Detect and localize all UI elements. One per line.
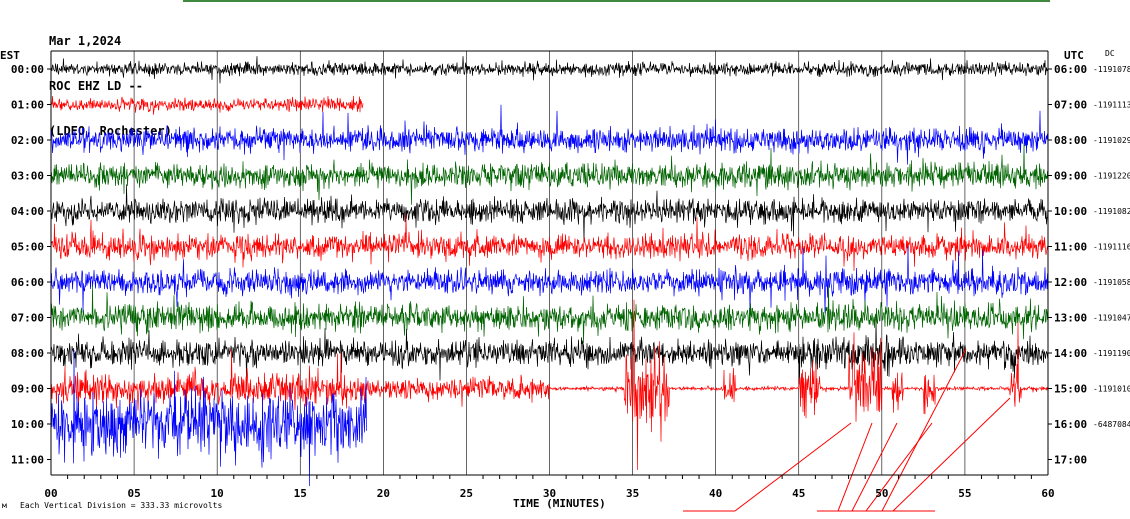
- x-tick-label: 35: [626, 487, 639, 500]
- est-hour-label: 04:00: [11, 205, 44, 218]
- est-hour-label: 06:00: [11, 276, 44, 289]
- dc-offset-label: -1191190: [1093, 349, 1130, 358]
- dc-offset-label: -1191029: [1093, 136, 1130, 145]
- trace-line: [50, 56, 1049, 84]
- dc-offset-label: -1191082: [1093, 207, 1130, 216]
- est-hour-label: 11:00: [11, 454, 44, 467]
- utc-hour-label: 12:00: [1054, 276, 1087, 289]
- est-hour-label: 10:00: [11, 418, 44, 431]
- x-tick-label: 15: [294, 487, 307, 500]
- x-tick-label: 05: [127, 487, 140, 500]
- utc-hour-label: 09:00: [1054, 170, 1087, 183]
- x-tick-label: 25: [460, 487, 473, 500]
- trace-line: [50, 349, 367, 487]
- grid: [133, 51, 966, 475]
- est-hour-label: 03:00: [11, 170, 44, 183]
- dc-offset-label: -1191047: [1093, 314, 1130, 323]
- trace-line: [50, 299, 1049, 471]
- scale-mark: м: [2, 501, 7, 510]
- x-tick-label: 50: [875, 487, 888, 500]
- event-marker-line: [892, 397, 1011, 512]
- dc-offset-label: -1191116: [1093, 243, 1130, 252]
- x-tick-label: 00: [44, 487, 57, 500]
- trace-line: [50, 318, 1049, 384]
- utc-hour-label: 16:00: [1054, 418, 1087, 431]
- est-hour-label: 07:00: [11, 312, 44, 325]
- x-tick-label: 55: [958, 487, 971, 500]
- header-station: ROC EHZ LD --: [49, 79, 143, 93]
- dc-offset-label: -1191010: [1093, 385, 1130, 394]
- dc-offset-label: -6487084: [1093, 420, 1130, 429]
- utc-hour-label: 08:00: [1054, 134, 1087, 147]
- dc-offset-label: -1191058: [1093, 278, 1130, 287]
- x-tick-label: 10: [211, 487, 224, 500]
- utc-hour-label: 11:00: [1054, 241, 1087, 254]
- dc-label: DC: [1105, 49, 1115, 58]
- dc-offset-label: -1191113: [1093, 101, 1130, 110]
- est-hour-label: 00:00: [11, 63, 44, 76]
- utc-hour-label: 17:00: [1054, 454, 1087, 467]
- dc-offset-label: -1191220: [1093, 172, 1130, 181]
- event-marker-line: [837, 422, 873, 512]
- traces: [50, 56, 1049, 487]
- trace-line: [50, 142, 1049, 205]
- est-hour-label: 05:00: [11, 241, 44, 254]
- utc-hour-label: 07:00: [1054, 99, 1087, 112]
- est-label: EST: [0, 49, 20, 62]
- x-tick-label: 60: [1041, 487, 1054, 500]
- utc-hour-label: 10:00: [1054, 205, 1087, 218]
- utc-hour-label: 15:00: [1054, 383, 1087, 396]
- est-hour-label: 02:00: [11, 134, 44, 147]
- x-tick-label: 40: [709, 487, 722, 500]
- event-marker-line: [881, 348, 967, 512]
- trace-line: [50, 95, 364, 115]
- footer-scale: Each Vertical Division = 333.33 microvol…: [20, 501, 222, 510]
- annotations: [683, 348, 1011, 512]
- event-marker-line: [865, 422, 933, 512]
- event-marker-line: [851, 422, 898, 512]
- event-marker-line: [734, 422, 852, 512]
- x-tick-label: 20: [377, 487, 390, 500]
- trace-line: [50, 284, 1049, 344]
- est-hour-label: 08:00: [11, 347, 44, 360]
- axes: 00 05 10 15 20 25 30 35 40 45 50 55 60 00:00 06:00 -119…: [11, 50, 1130, 500]
- trace-line: [50, 104, 1049, 165]
- x-tick-label: 45: [792, 487, 805, 500]
- x-tick-label: 30: [543, 487, 556, 500]
- utc-hour-label: 14:00: [1054, 347, 1087, 360]
- header-date: Mar 1,2024: [49, 34, 122, 48]
- utc-label: UTC: [1064, 49, 1084, 62]
- est-hour-label: 09:00: [11, 383, 44, 396]
- trace-line: [50, 246, 1049, 314]
- trace-line: [50, 214, 1049, 271]
- utc-hour-label: 13:00: [1054, 312, 1087, 325]
- est-hour-label: 01:00: [11, 99, 44, 112]
- trace-line: [50, 184, 1049, 243]
- x-axis-title: TIME (MINUTES): [513, 497, 606, 510]
- utc-hour-label: 06:00: [1054, 63, 1087, 76]
- dc-offset-label: -1191078: [1093, 65, 1130, 74]
